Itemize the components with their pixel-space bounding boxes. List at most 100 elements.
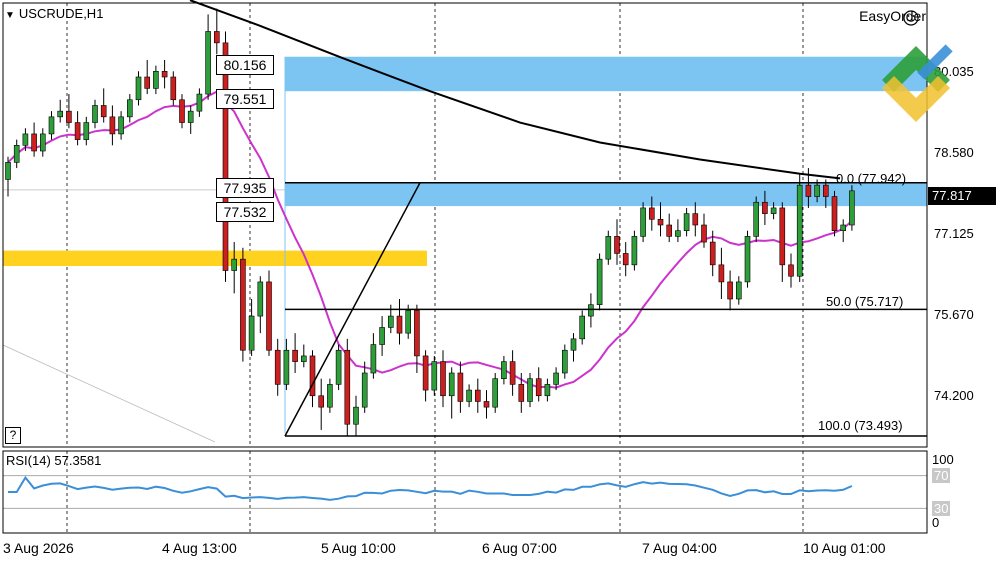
candle [474,389,481,402]
candle [240,258,246,351]
candle [483,401,490,408]
candle [222,42,229,271]
candles [5,8,855,436]
candle [849,190,855,226]
candle [501,361,507,379]
candle [762,201,768,214]
candle [414,310,420,357]
candle [100,105,107,118]
candle [283,349,290,385]
candle [127,99,133,118]
candle [448,372,455,397]
zone-label-79-551: 79.551 [216,89,274,109]
candle [205,31,211,95]
candle [657,219,664,226]
candle [709,241,716,266]
ma-fast-line [7,90,853,389]
fib-label-100: 100.0 (73.493) [818,418,903,433]
fib-trend-line [284,182,421,437]
ma-slow-line [189,0,841,180]
y-tick: 75.670 [934,307,974,322]
x-tick: 3 Aug 2026 [3,540,74,556]
candle [39,133,46,152]
candle [22,133,29,146]
candle [48,116,55,135]
candle [318,395,325,408]
candle [579,315,586,340]
candle [13,145,20,163]
candle [179,99,185,123]
candle [640,207,646,237]
x-tick: 4 Aug 13:00 [162,540,237,556]
smiley-eye [907,15,910,17]
rsi-line [8,475,853,501]
rsi-level-30: 30 [932,501,950,516]
candle [144,76,150,89]
candle [535,378,542,397]
candle [614,236,620,254]
candle [805,184,812,197]
rsi-max-label: 100 [932,452,954,467]
candle [274,349,281,385]
current-price-label: 77.817 [928,187,996,205]
candle [300,355,307,362]
help-button[interactable]: ? [5,427,21,444]
candle [788,264,794,277]
candle [553,372,559,385]
candle [596,258,603,305]
candle [135,76,142,101]
candle [266,281,272,351]
candle [605,236,612,260]
candle [74,122,81,140]
candle [588,304,594,317]
candle [170,76,177,101]
candle [544,384,551,397]
zone-label-77-532: 77.532 [216,202,274,222]
candle [327,384,333,408]
candle [457,372,464,402]
drawings [284,182,927,437]
zone-label-77-935: 77.935 [216,178,274,198]
supply-zone [285,56,927,92]
candle [387,315,394,328]
candle [196,93,203,112]
moving-average-fast [7,90,853,389]
rsi-level-70: 70 [932,468,950,483]
candle [570,338,577,351]
candle [466,389,472,402]
candle [5,162,11,180]
candle [370,344,377,374]
smiley-eye [912,15,915,17]
candle [683,213,690,231]
frames [2,2,928,534]
candle [822,184,829,197]
candle [153,71,159,89]
candle [405,310,412,334]
candle [770,207,777,214]
candle [735,281,742,300]
symbol-label: ▼ USCRUDE,H1 [5,6,104,21]
candle [675,230,681,237]
rsi-panel [3,475,927,509]
candle [257,281,264,317]
candle [666,224,673,237]
rsi-frame [2,450,928,534]
candle [92,105,98,123]
candle [161,71,168,78]
candle [57,110,64,118]
x-tick: 5 Aug 10:00 [321,540,396,556]
candle [744,236,751,283]
zone-label-80-156: 80.156 [216,55,274,75]
candle [509,361,516,385]
x-tick: 10 Aug 01:00 [803,540,886,556]
candle [622,253,629,266]
candle [353,406,359,425]
candle [431,361,438,391]
candle [718,264,725,283]
x-tick: 7 Aug 04:00 [642,540,717,556]
easyorder-label[interactable]: EasyOrder [859,8,926,24]
easyorder-logo-icon [882,44,953,122]
candle [701,224,707,243]
smiley-mouth [907,19,915,22]
